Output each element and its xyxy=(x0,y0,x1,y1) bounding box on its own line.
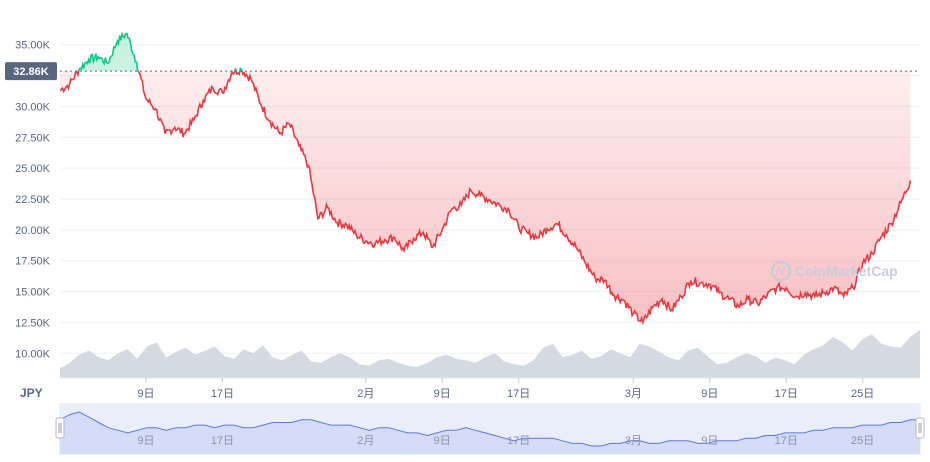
x-tick-label: 2月 xyxy=(357,388,374,400)
navigator-tick-label: 17日 xyxy=(507,435,530,447)
navigator-tick-label: 3月 xyxy=(625,435,642,447)
x-tick-label: 17日 xyxy=(211,388,234,400)
y-tick-label: 30.00K xyxy=(15,101,51,113)
navigator-left-handle[interactable] xyxy=(55,417,65,439)
navigator-tick-label: 25日 xyxy=(851,435,874,447)
navigator-tick-label: 2月 xyxy=(357,435,374,447)
x-tick-label: 9日 xyxy=(701,388,718,400)
x-tick-label: 25日 xyxy=(851,388,874,400)
navigator-tick-label: 9日 xyxy=(701,435,718,447)
x-tick-label: 17日 xyxy=(775,388,798,400)
navigator-line xyxy=(59,411,920,447)
navigator-tick-label: 9日 xyxy=(434,435,451,447)
x-tick-label: 17日 xyxy=(507,388,530,400)
y-axis: 10.00K 12.50K 15.00K 17.50K 20.00K 22.50K 25.0… xyxy=(15,40,51,361)
y-tick-label: 25.00K xyxy=(15,163,51,175)
y-tick-label: 12.50K xyxy=(15,317,51,329)
x-tick-label: 9日 xyxy=(137,388,154,400)
svg-text:32.86K: 32.86K xyxy=(13,66,49,78)
navigator-tick-label: 9日 xyxy=(137,435,154,447)
y-tick-label: 35.00K xyxy=(15,40,51,52)
x-axis: 9日 17日 2月 9日 17日 3月 9日 17日 25日 xyxy=(137,378,874,400)
navigator-right-handle[interactable] xyxy=(915,417,925,439)
y-tick-label: 20.00K xyxy=(15,225,51,237)
currency-label: JPY xyxy=(20,386,43,400)
range-navigator[interactable]: 9日 17日 2月 9日 17日 3月 9日 17日 25日 xyxy=(55,403,925,455)
volume-bars xyxy=(60,330,920,378)
price-line xyxy=(60,31,912,326)
y-tick-label: 15.00K xyxy=(15,287,51,299)
price-line-below xyxy=(60,71,912,326)
area-above-reference xyxy=(78,33,243,72)
price-area xyxy=(60,33,911,323)
navigator-tick-label: 17日 xyxy=(775,435,798,447)
area-below-reference xyxy=(60,71,911,323)
navigator-tick-label: 17日 xyxy=(211,435,234,447)
watermark: CoinMarketCap xyxy=(770,260,898,282)
current-price-badge: 32.86K xyxy=(5,62,57,81)
volume-area xyxy=(60,330,920,378)
y-tick-label: 10.00K xyxy=(15,348,51,360)
x-tick-label: 3月 xyxy=(625,388,642,400)
watermark-text: CoinMarketCap xyxy=(795,263,898,279)
x-tick-label: 9日 xyxy=(434,388,451,400)
y-tick-label: 27.50K xyxy=(15,132,51,144)
y-tick-label: 17.50K xyxy=(15,256,51,268)
y-tick-label: 22.50K xyxy=(15,194,51,206)
